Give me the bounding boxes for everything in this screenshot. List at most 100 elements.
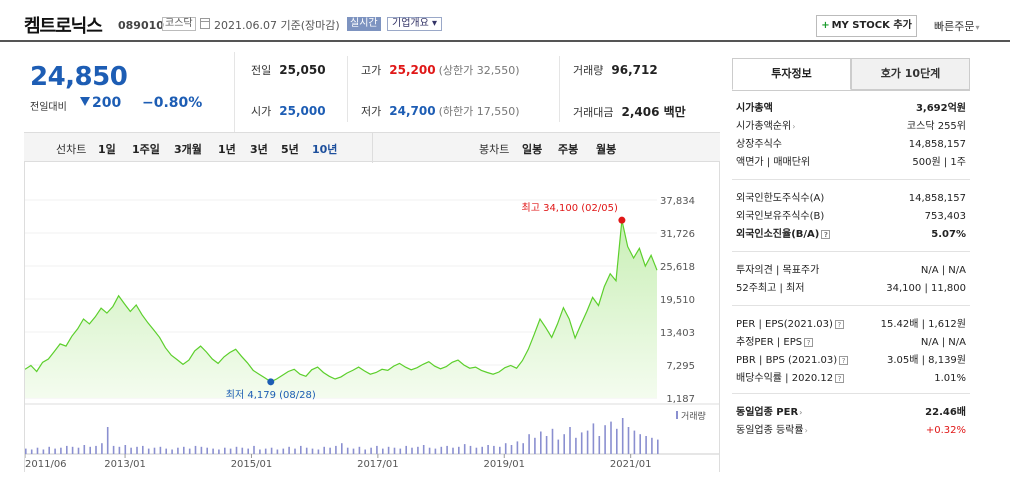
volume-bar — [428, 447, 431, 454]
y-tick-label: 1,187 — [666, 394, 695, 405]
tab-period-1d[interactable]: 1일 — [98, 143, 116, 156]
info-row: 외국인소진율(B/A)? 5.07% — [736, 227, 966, 242]
divider — [732, 305, 970, 306]
volume-bar — [580, 432, 583, 454]
tab-period-10y[interactable]: 10년 — [312, 143, 338, 156]
calendar-icon — [200, 18, 210, 29]
volume-bar — [405, 445, 407, 454]
volume-bar — [475, 447, 478, 454]
realtime-button[interactable]: 실시간 — [347, 17, 381, 31]
stat-value: 2,406 백만 — [621, 105, 686, 119]
volume-bar — [194, 445, 197, 454]
volume-bar — [305, 447, 308, 454]
volume-bar — [376, 445, 378, 454]
volume-bar — [171, 449, 173, 454]
volume-bar — [557, 439, 560, 454]
info-key: PBR | BPS (2021.03)? — [736, 353, 849, 368]
stock-code: 089010 — [118, 19, 164, 32]
y-tick-label: 25,618 — [660, 262, 695, 273]
investment-info-table: 시가총액 3,692억원 시가총액순위› 코스닥 255위 상장주식수 14,858,15… — [732, 90, 970, 436]
info-row: 배당수익률 | 2020.12? 1.01% — [736, 371, 966, 386]
y-tick-label: 7,295 — [666, 361, 695, 372]
price-stats: 전일 25,050 고가 25,200 (상한가 32,550) 거래량 96,712 … — [234, 52, 720, 132]
volume-bar — [329, 447, 331, 454]
tab-period-5y[interactable]: 5년 — [281, 143, 299, 156]
info-value: 753,403 — [924, 211, 966, 222]
stock-header: 켐트로닉스 089010 코스닥 2021.06.07 기준(장마감) 실시간 … — [0, 0, 1010, 42]
volume-bar — [516, 441, 519, 454]
tab-period-3m[interactable]: 3개월 — [174, 143, 202, 156]
volume-bar — [218, 449, 220, 454]
volume-bar — [264, 448, 267, 454]
info-key: 시가총액 — [736, 103, 773, 114]
tab-candle-weekly[interactable]: 주봉 — [558, 143, 579, 156]
volume-bar — [212, 448, 214, 454]
price-summary: 24,850 전일대비 200 −0.80% — [24, 52, 234, 124]
tab-period-1w[interactable]: 1주일 — [132, 143, 160, 156]
volume-bar — [469, 445, 472, 454]
help-icon[interactable]: ? — [834, 320, 844, 329]
volume-label: 거래량 — [681, 410, 706, 422]
stat-label: 시가 — [251, 105, 272, 118]
y-tick-label: 37,834 — [660, 196, 695, 207]
volume-bar — [633, 430, 636, 454]
current-price: 24,850 — [30, 62, 128, 92]
info-row: 시가총액 3,692억원 — [736, 101, 966, 116]
x-tick-label: 2019/01 — [483, 459, 525, 470]
price-line — [25, 220, 658, 383]
volume-bar — [95, 445, 97, 454]
volume-bar — [300, 445, 302, 454]
volume-bar — [270, 447, 273, 454]
stat-value: 25,050 — [279, 63, 326, 77]
help-icon[interactable]: ? — [839, 356, 849, 365]
x-tick-label: 2021/01 — [610, 459, 652, 470]
price-change-pct: −0.80% — [142, 95, 203, 111]
volume-bar — [259, 449, 261, 454]
min-price-label: 최저 4,179 (08/28) — [226, 389, 316, 401]
quick-order-button[interactable]: 빠른주문▾ — [934, 18, 980, 34]
help-icon[interactable]: ? — [804, 338, 814, 347]
volume-bar — [434, 448, 437, 454]
down-triangle-icon — [80, 97, 90, 106]
info-key: 투자의견 | 목표주가 — [736, 265, 820, 276]
chevron-right-icon[interactable]: › — [804, 426, 808, 435]
volume-bar — [311, 448, 314, 454]
company-info-dropdown[interactable]: 기업개요 ▾ — [387, 17, 443, 31]
volume-bar — [241, 447, 244, 454]
investment-info-panel: 투자정보 호가 10단계 시가총액 3,692억원 시가총액순위› 코스닥 255위 상… — [732, 58, 970, 436]
chevron-right-icon[interactable]: › — [792, 122, 796, 131]
tab-candle-monthly[interactable]: 월봉 — [596, 143, 617, 156]
chevron-right-icon[interactable]: › — [799, 408, 803, 417]
stat-value: 24,700 — [389, 104, 436, 118]
volume-bar — [639, 434, 641, 454]
stat-high: 고가 25,200 (상한가 32,550) — [361, 62, 520, 78]
help-icon[interactable]: ? — [835, 374, 845, 383]
y-tick-label: 19,510 — [660, 295, 695, 306]
volume-bar — [621, 418, 624, 454]
price-chart[interactable]: 37,834 31,726 25,618 19,510 13,403 7,295 1,187… — [24, 162, 720, 472]
tab-period-1y[interactable]: 1년 — [218, 143, 236, 156]
tab-period-3y[interactable]: 3년 — [250, 143, 268, 156]
tab-candle-daily[interactable]: 일봉 — [522, 143, 543, 156]
mystock-label: MY STOCK 추가 — [831, 20, 912, 31]
tab-investment-info[interactable]: 투자정보 — [732, 58, 851, 90]
volume-bar — [101, 443, 103, 454]
info-value: N/A | N/A — [920, 337, 966, 348]
volume-bar — [458, 446, 460, 454]
chevron-down-icon: ▾ — [432, 18, 438, 29]
help-icon[interactable]: ? — [821, 230, 831, 239]
add-mystock-button[interactable]: + MY STOCK 추가 — [816, 15, 917, 37]
min-price-marker — [267, 378, 275, 386]
x-tick-label: 2015/01 — [231, 459, 273, 470]
volume-bar — [534, 437, 536, 454]
volume-bar — [493, 445, 495, 454]
info-value: 3,692억원 — [915, 103, 966, 114]
volume-bar — [224, 447, 226, 454]
volume-bar — [147, 448, 150, 454]
volume-bar — [112, 445, 115, 454]
info-row: 동일업종 등락률› +0.32% — [736, 423, 966, 438]
info-row: 외국인한도주식수(A) 14,858,157 — [736, 191, 966, 206]
tab-orderbook-10[interactable]: 호가 10단계 — [851, 58, 970, 90]
volume-bar — [487, 445, 489, 454]
volume-bar — [346, 447, 349, 454]
